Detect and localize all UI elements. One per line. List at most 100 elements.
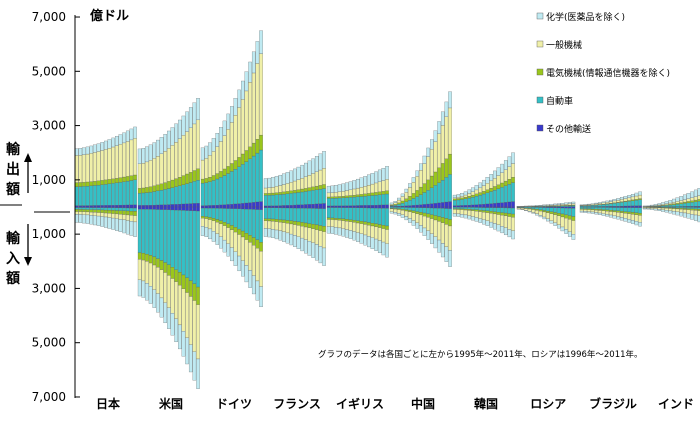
export-bar-segment <box>613 201 616 203</box>
import-bar-segment <box>687 214 690 219</box>
export-bar-segment <box>290 182 293 191</box>
export-bar-segment <box>635 206 638 207</box>
export-bar-segment <box>311 204 314 207</box>
import-bar-segment <box>539 215 542 217</box>
import-bar-segment <box>315 207 318 208</box>
export-bar-segment <box>543 205 546 206</box>
import-bar-segment <box>394 207 397 208</box>
export-bar-segment <box>427 148 430 157</box>
import-bar-segment <box>580 209 583 211</box>
import-bar-segment <box>665 208 668 210</box>
import-bar-segment <box>412 213 415 221</box>
import-bar-segment <box>385 244 388 258</box>
import-bar-segment <box>315 225 318 230</box>
export-bar-segment <box>360 194 363 196</box>
import-bar-segment <box>356 223 359 233</box>
export-bar-segment <box>230 204 233 207</box>
import-bar-segment <box>437 208 440 216</box>
import-bar-segment <box>164 303 167 323</box>
export-bar-segment <box>342 191 345 196</box>
import-bar-segment <box>282 208 285 220</box>
import-bar-segment <box>500 226 503 233</box>
export-bar-segment <box>624 199 627 201</box>
import-bar-segment <box>561 227 564 231</box>
export-bar-segment <box>108 205 111 207</box>
import-bar-segment <box>554 208 557 213</box>
import-bar-segment <box>606 207 609 210</box>
export-bar-segment <box>627 201 630 202</box>
export-bar-segment <box>672 199 675 202</box>
export-bar-segment <box>471 192 474 195</box>
export-bar-segment <box>349 182 352 190</box>
export-bar-segment <box>694 202 697 206</box>
export-bar-segment <box>687 193 690 198</box>
export-bar-segment <box>374 192 377 195</box>
export-bar-segment <box>193 181 196 203</box>
import-bar-segment <box>687 209 690 210</box>
export-bar-segment <box>189 183 192 204</box>
import-bar-segment <box>550 221 553 224</box>
import-bar-segment <box>86 210 89 212</box>
import-bar-segment <box>279 222 282 231</box>
import-bar-segment <box>524 209 527 211</box>
import-bar-segment <box>271 221 274 229</box>
export-bar-segment <box>460 205 463 207</box>
export-bar-segment <box>133 180 136 205</box>
import-bar-segment <box>282 220 285 223</box>
import-bar-segment <box>390 212 393 214</box>
export-bar-segment <box>130 176 133 181</box>
import-bar-segment <box>115 207 118 208</box>
import-bar-segment <box>216 219 219 222</box>
import-bar-segment <box>133 211 136 215</box>
export-bar-segment <box>448 92 451 108</box>
export-bar-segment <box>345 183 348 191</box>
import-bar-segment <box>460 210 463 214</box>
export-bar-segment <box>508 202 511 207</box>
import-bar-segment <box>349 230 352 238</box>
import-bar-segment <box>256 207 259 210</box>
import-bar-segment <box>665 210 668 212</box>
export-bar-segment <box>385 179 388 190</box>
import-bar-segment <box>416 223 419 229</box>
import-bar-segment <box>535 209 538 210</box>
export-bar-segment <box>201 148 204 160</box>
y-tick-label: 3,000 <box>32 119 66 133</box>
import-bar-segment <box>252 276 255 294</box>
export-bar-segment <box>145 162 148 188</box>
import-bar-segment <box>138 280 141 296</box>
export-bar-segment <box>382 168 385 180</box>
export-bar-segment <box>482 204 485 207</box>
export-bar-segment <box>286 205 289 207</box>
import-bar-segment <box>216 207 219 208</box>
import-bar-segment <box>471 211 474 217</box>
export-bar-segment <box>252 202 255 207</box>
export-bar-segment <box>112 147 115 179</box>
import-bar-segment <box>627 208 630 212</box>
import-bar-segment <box>227 207 230 209</box>
import-bar-segment <box>119 214 122 219</box>
export-bar-segment <box>108 184 111 206</box>
export-bar-segment <box>356 195 359 197</box>
export-bar-segment <box>493 190 496 203</box>
export-bar-segment <box>196 203 199 207</box>
import-bar-segment <box>160 207 163 210</box>
import-bar-segment <box>297 207 300 208</box>
import-bar-segment <box>156 210 159 259</box>
import-bar-segment <box>430 219 433 234</box>
export-bar-segment <box>457 199 460 200</box>
import-bar-segment <box>308 228 311 241</box>
import-bar-segment <box>661 210 664 212</box>
export-bar-segment <box>437 183 440 203</box>
import-bar-segment <box>353 220 356 222</box>
export-bar-segment <box>595 204 598 205</box>
import-bar-segment <box>133 207 136 208</box>
import-bar-segment <box>353 231 356 240</box>
export-bar-segment <box>416 197 419 205</box>
import-bar-segment <box>554 212 557 214</box>
export-bar-segment <box>167 189 170 205</box>
export-bar-segment <box>216 205 219 207</box>
export-bar-segment <box>208 205 211 207</box>
export-bar-segment <box>471 205 474 207</box>
import-bar-segment <box>156 267 159 293</box>
